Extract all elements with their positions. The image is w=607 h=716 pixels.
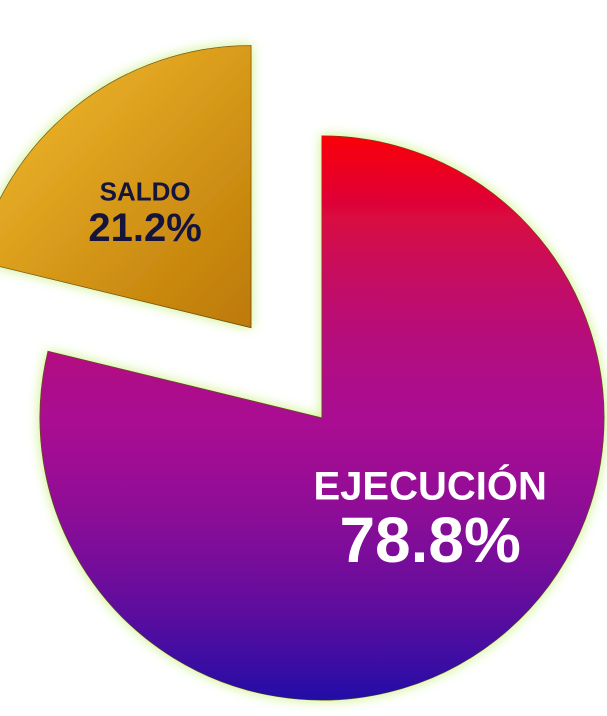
slice-shading <box>40 136 604 700</box>
slices <box>0 45 605 701</box>
slice-label: SALDO <box>100 176 191 206</box>
slice-label: EJECUCIÓN <box>313 463 546 509</box>
slice-group <box>39 135 605 701</box>
slice-group <box>0 45 252 329</box>
slice-value-label: 78.8% <box>339 504 520 576</box>
slice-shading <box>0 45 251 328</box>
slice-value-label: 21.2% <box>88 206 201 250</box>
